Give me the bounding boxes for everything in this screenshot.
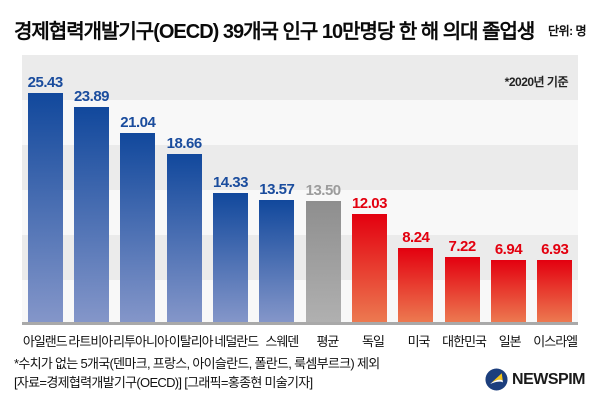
bar-value-label: 13.50 [305, 181, 342, 199]
bar [212, 193, 248, 322]
category-label: 아일랜드 [22, 334, 68, 349]
bar-value-label: 13.57 [259, 180, 295, 198]
bar [305, 200, 341, 322]
category-label: 스웨덴 [265, 334, 299, 349]
footnote: *수치가 없는 5개국(덴마크, 프랑스, 아이슬란드, 폴란드, 룩셈부르크)… [14, 354, 380, 392]
bar-value-label: 7.22 [448, 238, 477, 255]
bar [398, 247, 434, 322]
chart-note: *2020년 기준 [504, 75, 569, 89]
bar-value-label: 21.04 [120, 113, 156, 131]
bar [444, 257, 480, 322]
bar-value-label: 25.43 [27, 74, 64, 92]
bar-column: 6.93 [532, 241, 578, 322]
bar [73, 107, 109, 322]
bar-column: 18.66 [161, 135, 207, 322]
bar [351, 213, 387, 322]
bar-column: 12.03 [346, 195, 392, 322]
newspim-logo: NEWSPIM [485, 368, 585, 391]
bar-column: 7.22 [439, 238, 485, 322]
bar-value-label: 23.89 [73, 88, 110, 105]
bar-column: 13.57 [254, 181, 300, 322]
bar [27, 93, 63, 322]
bar [259, 199, 295, 322]
category-label: 네덜란드 [214, 334, 259, 349]
bar-column: 25.43 [22, 74, 68, 322]
newspim-logo-icon [485, 368, 508, 391]
bar-column: 14.33 [207, 174, 253, 322]
bar [490, 259, 526, 322]
bar [537, 259, 573, 322]
category-label: 리투아니아 [113, 334, 169, 349]
unit-label: 단위: 명 [548, 24, 586, 38]
bar-value-label: 12.03 [351, 194, 388, 212]
bar-column: 13.50 [300, 181, 346, 322]
category-label: 라트비아 [68, 334, 113, 349]
category-label: 이스라엘 [533, 334, 578, 349]
bar [120, 132, 156, 322]
category-label: 독일 [362, 334, 385, 349]
bar [166, 154, 202, 322]
bar-column: 8.24 [393, 229, 439, 322]
category-label: 이탈리아 [168, 334, 214, 349]
page-title: 경제협력개발기구(OECD) 39개국 인구 10만명당 한 해 의대 졸업생 [14, 21, 535, 43]
bar-column: 21.04 [115, 114, 161, 322]
chart-plot-area: 25.43 23.89 21.04 18.66 14.33 13.57 13.50 12.03… [22, 55, 578, 325]
bar-value-label: 6.93 [541, 240, 569, 258]
bar-value-label: 6.94 [494, 240, 523, 258]
footnote-line1: *수치가 없는 5개국(덴마크, 프랑스, 아이슬란드, 폴란드, 룩셈부르크)… [14, 356, 380, 371]
bar-value-label: 8.24 [402, 228, 430, 246]
category-label: 일본 [498, 334, 522, 349]
bar-column: 6.94 [485, 240, 531, 322]
newspim-logo-text: NEWSPIM [512, 370, 585, 388]
category-label: 대한민국 [442, 334, 487, 349]
category-axis: 아일랜드 라트비아 리투아니아 이탈리아 네덜란드 스웨덴 평균 독일 미국 대한민국 일본 이스라엘 [22, 331, 578, 350]
bar-series: 25.43 23.89 21.04 18.66 14.33 13.57 13.50 12.03… [22, 55, 578, 322]
bar-value-label: 14.33 [212, 174, 249, 191]
category-label: 평균 [316, 334, 339, 349]
bar-column: 23.89 [68, 88, 114, 322]
bar-value-label: 18.66 [166, 135, 203, 153]
footnote-line2: [자료=경제협력개발기구(OECD)] [그래픽=홍종현 미술기자] [14, 375, 313, 390]
category-label: 미국 [407, 334, 431, 349]
